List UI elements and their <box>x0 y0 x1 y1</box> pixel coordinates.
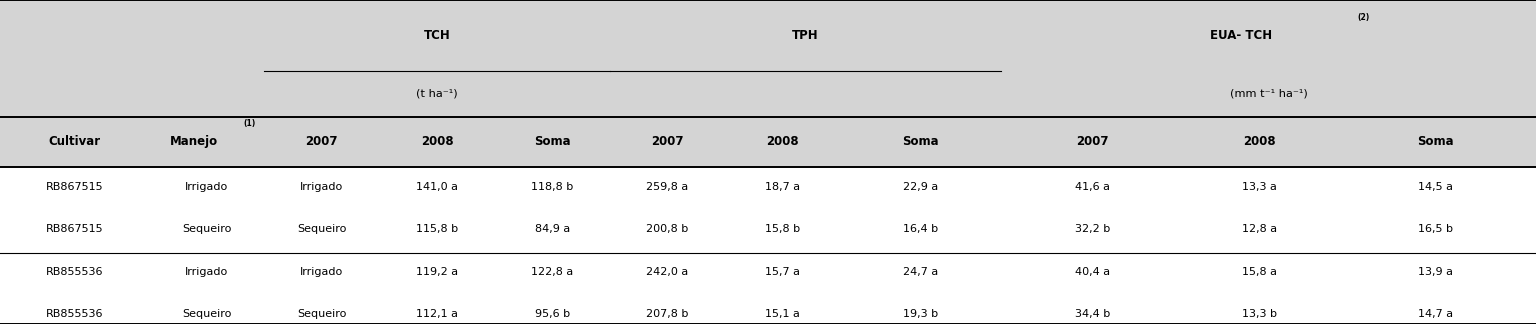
Text: 22,9 a: 22,9 a <box>903 182 938 191</box>
Text: Sequeiro: Sequeiro <box>181 309 232 319</box>
Text: 15,1 a: 15,1 a <box>765 309 800 319</box>
Text: Sequeiro: Sequeiro <box>296 309 347 319</box>
Text: 200,8 b: 200,8 b <box>647 224 688 234</box>
Text: 115,8 b: 115,8 b <box>416 224 458 234</box>
Text: 41,6 a: 41,6 a <box>1075 182 1111 191</box>
Text: 14,7 a: 14,7 a <box>1418 309 1453 319</box>
Text: Cultivar: Cultivar <box>49 135 100 148</box>
Text: 34,4 b: 34,4 b <box>1075 309 1111 319</box>
Text: 16,4 b: 16,4 b <box>903 224 938 234</box>
Text: 12,8 a: 12,8 a <box>1243 224 1276 234</box>
Text: 15,8 a: 15,8 a <box>1243 267 1276 276</box>
Text: Soma: Soma <box>535 135 570 148</box>
Text: RB855536: RB855536 <box>46 309 103 319</box>
Text: 16,5 b: 16,5 b <box>1418 224 1453 234</box>
Text: (1): (1) <box>244 120 255 128</box>
Text: Sequeiro: Sequeiro <box>296 224 347 234</box>
Text: RB867515: RB867515 <box>46 182 103 191</box>
Text: 18,7 a: 18,7 a <box>765 182 800 191</box>
Text: Soma: Soma <box>1418 135 1453 148</box>
Text: 32,2 b: 32,2 b <box>1075 224 1111 234</box>
Bar <box>0 0 1536 167</box>
Text: Sequeiro: Sequeiro <box>181 224 232 234</box>
Text: 15,8 b: 15,8 b <box>765 224 800 234</box>
Text: TCH: TCH <box>424 29 450 42</box>
Text: Irrigado: Irrigado <box>300 182 344 191</box>
Text: 14,5 a: 14,5 a <box>1418 182 1453 191</box>
Text: 2007: 2007 <box>651 135 684 148</box>
Text: Irrigado: Irrigado <box>184 267 229 276</box>
Text: 2007: 2007 <box>1077 135 1109 148</box>
Text: 122,8 a: 122,8 a <box>531 267 573 276</box>
Text: 2008: 2008 <box>421 135 453 148</box>
Text: 84,9 a: 84,9 a <box>535 224 570 234</box>
Text: EUA- TCH: EUA- TCH <box>1210 29 1272 42</box>
Text: 207,8 b: 207,8 b <box>647 309 688 319</box>
Text: 119,2 a: 119,2 a <box>416 267 458 276</box>
Text: RB867515: RB867515 <box>46 224 103 234</box>
Text: TPH: TPH <box>793 29 819 42</box>
Text: (t ha⁻¹): (t ha⁻¹) <box>416 89 458 99</box>
Text: 40,4 a: 40,4 a <box>1075 267 1111 276</box>
Text: RB855536: RB855536 <box>46 267 103 276</box>
Text: Manejo: Manejo <box>170 135 218 148</box>
Text: 112,1 a: 112,1 a <box>416 309 458 319</box>
Text: 2008: 2008 <box>766 135 799 148</box>
Text: Soma: Soma <box>903 135 938 148</box>
Text: 141,0 a: 141,0 a <box>416 182 458 191</box>
Text: 242,0 a: 242,0 a <box>647 267 688 276</box>
Text: 19,3 b: 19,3 b <box>903 309 938 319</box>
Text: (mm t⁻¹ ha⁻¹): (mm t⁻¹ ha⁻¹) <box>1230 89 1307 99</box>
Text: 95,6 b: 95,6 b <box>535 309 570 319</box>
Text: 2007: 2007 <box>306 135 338 148</box>
Text: 259,8 a: 259,8 a <box>647 182 688 191</box>
Text: 2008: 2008 <box>1243 135 1276 148</box>
Text: (2): (2) <box>1358 13 1370 22</box>
Text: 15,7 a: 15,7 a <box>765 267 800 276</box>
Text: Irrigado: Irrigado <box>184 182 229 191</box>
Text: Irrigado: Irrigado <box>300 267 344 276</box>
Text: 13,3 b: 13,3 b <box>1243 309 1276 319</box>
Text: 13,3 a: 13,3 a <box>1243 182 1276 191</box>
Text: 13,9 a: 13,9 a <box>1418 267 1453 276</box>
Text: 24,7 a: 24,7 a <box>903 267 938 276</box>
Text: 118,8 b: 118,8 b <box>531 182 573 191</box>
